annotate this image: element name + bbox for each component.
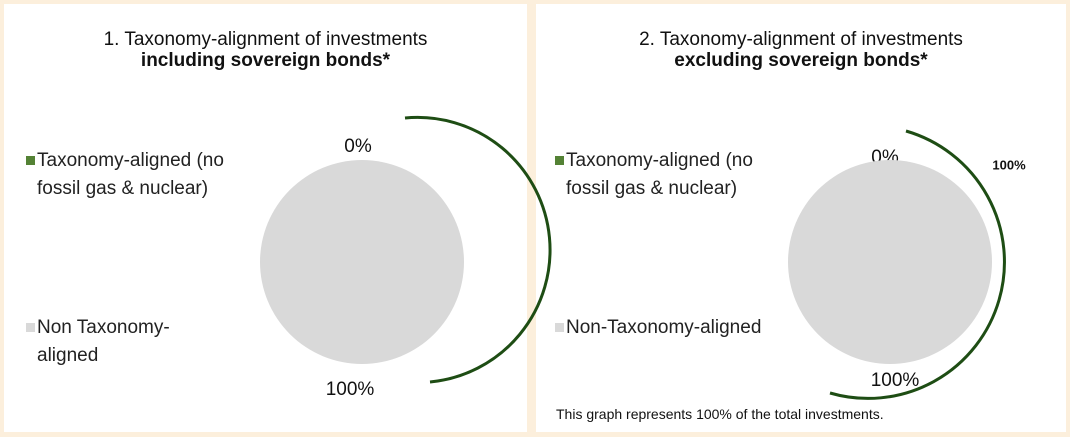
legend-item: Non-Taxonomy-aligned xyxy=(555,314,826,342)
legend-swatch xyxy=(26,323,35,332)
legend-item: Taxonomy-aligned (no fossil gas & nuclea… xyxy=(555,147,771,203)
chart-subtitle: excluding sovereign bonds* xyxy=(674,50,928,71)
legend-swatch xyxy=(555,156,564,165)
arc-decoration xyxy=(404,115,552,384)
annotation: 100% xyxy=(992,157,1026,172)
note: This graph represents 100% of the total … xyxy=(556,406,884,422)
legend-swatch xyxy=(26,156,35,165)
legend-item: Taxonomy-aligned (no fossil gas & nuclea… xyxy=(26,147,242,203)
chart-title: 2. Taxonomy-alignment of investments xyxy=(639,29,963,50)
data-label: 100% xyxy=(326,379,375,400)
arc-decoration xyxy=(829,129,1006,400)
pie-slice xyxy=(260,160,464,364)
chart-subtitle: including sovereign bonds* xyxy=(140,50,391,71)
legend-swatch xyxy=(555,323,564,332)
pie-slice xyxy=(788,160,992,364)
data-label: 100% xyxy=(871,370,920,391)
legend-item: Non Taxonomy-aligned xyxy=(26,314,187,370)
chart-title: 1. Taxonomy-alignment of investments xyxy=(103,29,428,50)
data-label: 0% xyxy=(344,136,372,157)
